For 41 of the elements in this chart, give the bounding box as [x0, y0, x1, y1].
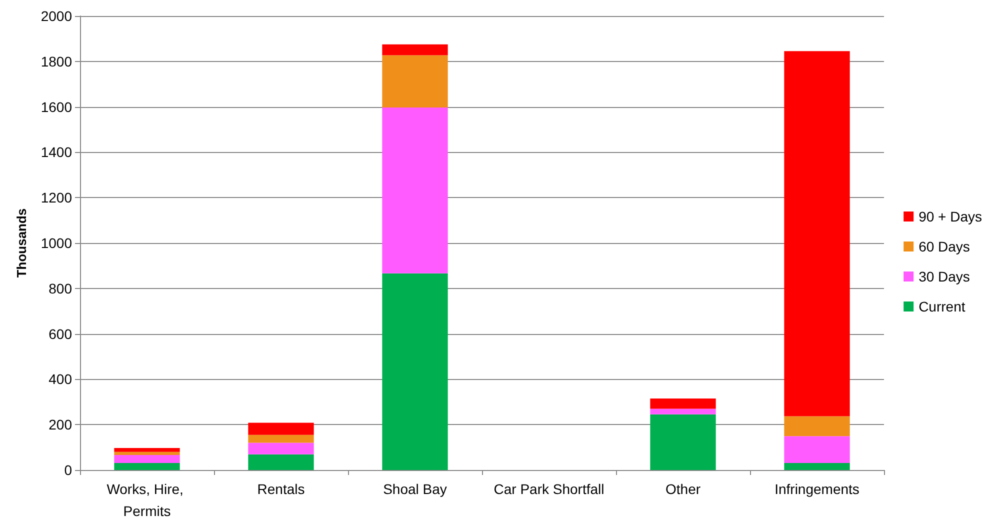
y-axis-title: Thousands	[14, 208, 29, 278]
y-tick-label: 800	[48, 280, 72, 296]
bar	[382, 55, 448, 108]
bar	[650, 414, 716, 470]
bar	[248, 434, 314, 443]
bar	[248, 454, 314, 470]
bar	[650, 408, 716, 414]
bar	[248, 422, 314, 435]
bar	[784, 462, 850, 470]
legend-label: 60 Days	[918, 238, 970, 254]
x-tick-label: Car Park Shortfall	[494, 481, 604, 497]
bar	[114, 455, 180, 463]
y-tick-label: 1600	[40, 98, 72, 115]
y-tick-label: 200	[48, 416, 72, 433]
bar	[248, 442, 314, 454]
x-tick-label: Works, Hire, Permits	[106, 481, 188, 519]
y-tick-label: 400	[48, 371, 72, 388]
bar	[382, 44, 448, 56]
bar	[650, 398, 716, 409]
bar	[382, 273, 448, 470]
bar	[382, 107, 448, 274]
bar	[784, 416, 850, 436]
legend-label: 30 Days	[918, 268, 970, 284]
y-tick-label: 1000	[40, 235, 72, 251]
x-tick-label: Rentals	[257, 481, 305, 497]
bar	[784, 51, 850, 416]
legend-label: 90 + Days	[918, 208, 982, 224]
legend-label: Current	[918, 298, 966, 314]
x-tick-label: Other	[665, 481, 701, 497]
bar	[784, 436, 850, 463]
y-tick-label: 1800	[40, 53, 72, 70]
y-tick-label: 2000	[40, 8, 72, 24]
y-tick-label: 1200	[40, 190, 72, 206]
y-tick-label: 600	[48, 326, 72, 342]
bar	[114, 462, 180, 470]
bar	[114, 452, 180, 456]
x-tick-label: Shoal Bay	[383, 481, 447, 497]
x-tick-label: Infringements	[774, 481, 860, 497]
bar	[114, 448, 180, 452]
y-tick-label: 1400	[40, 144, 72, 160]
y-tick-label: 0	[64, 462, 72, 478]
